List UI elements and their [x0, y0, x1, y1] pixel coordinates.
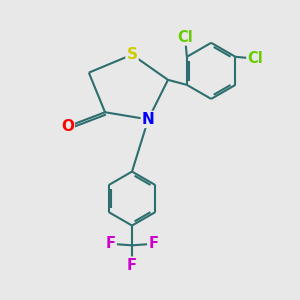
- Text: S: S: [127, 47, 137, 62]
- Text: F: F: [148, 236, 159, 251]
- Text: O: O: [61, 119, 74, 134]
- Text: Cl: Cl: [177, 29, 193, 44]
- Text: Cl: Cl: [248, 51, 263, 66]
- Text: F: F: [127, 258, 137, 273]
- Text: F: F: [105, 236, 116, 251]
- Text: N: N: [142, 112, 155, 127]
